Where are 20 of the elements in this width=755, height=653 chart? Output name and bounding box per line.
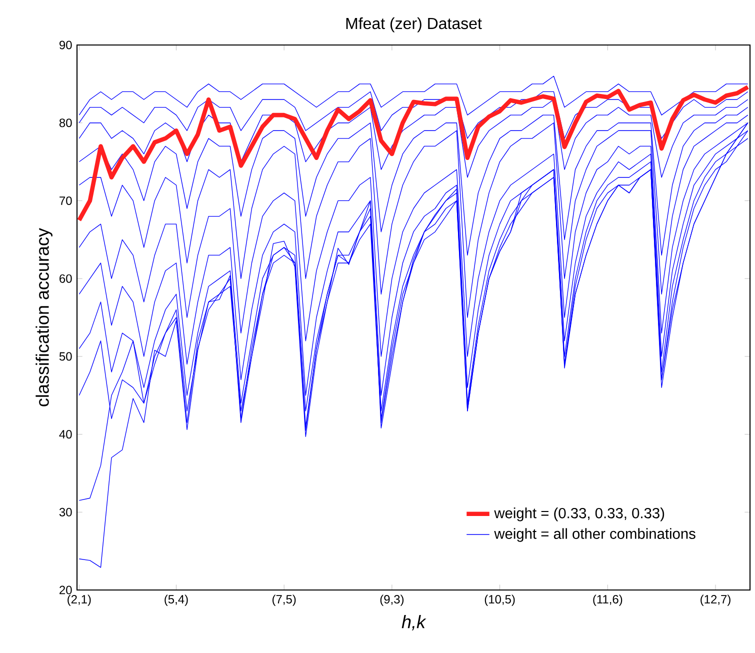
x-tick-label: (2,1) [68,594,91,606]
x-tick-label: (9,3) [380,594,404,606]
y-tick-label: 80 [59,118,72,128]
x-tick-label: (10,5) [484,594,515,606]
y-tick-label: 50 [59,352,72,361]
y-tick-label: 60 [60,274,72,283]
y-tick-label: 20 [60,586,72,594]
legend-label: weight = all other combinations [494,528,696,542]
x-tick-label: (11,6) [593,594,622,606]
x-tick-label: (5,4) [164,594,188,606]
y-tick-label: 90 [60,40,72,50]
legend-label: weight = (0.33, 0.33, 0.33) [494,508,664,522]
y-tick-label: 30 [59,508,72,516]
y-tick-label: 70 [60,196,72,205]
y-tick-label: 40 [59,430,72,439]
x-axis-title: h,k [402,615,426,630]
x-tick-label: (7,5) [272,594,296,606]
chart-title: Mfeat (zer) Dataset [346,17,482,32]
y-axis-title: classification accuracy [36,228,52,406]
x-tick-label: (12,7) [700,594,730,606]
